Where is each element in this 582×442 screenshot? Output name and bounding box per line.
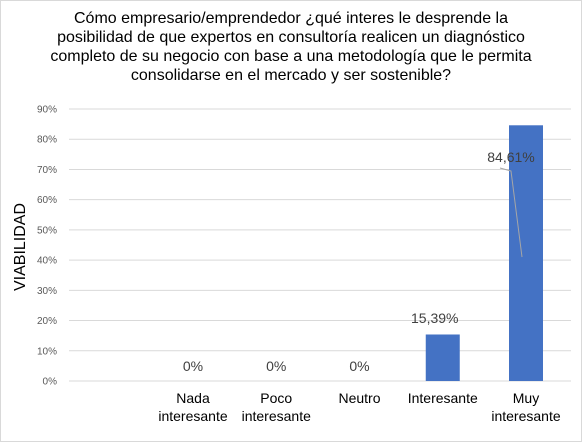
x-axis-categories: Nada interesante Poco interesante Neutro Inte…: [158, 390, 560, 424]
y-tick-label: 20%: [37, 316, 57, 327]
y-tick-label: 60%: [37, 195, 57, 206]
x-category-label: Muy interesante: [491, 390, 560, 424]
y-axis-label: VIABILIDAD: [12, 203, 29, 291]
x-category-label: Nada interesante: [158, 390, 227, 424]
bars: [425, 125, 543, 381]
data-label: 15,39%: [411, 310, 458, 326]
y-tick-label: 70%: [37, 165, 57, 176]
y-tick-label: 10%: [37, 346, 57, 357]
chart-title: Cómo empresario/emprendedor ¿qué interes…: [50, 10, 532, 84]
data-label: 0%: [183, 358, 203, 374]
y-tick-label: 50%: [37, 225, 57, 236]
bar: [509, 125, 543, 381]
data-label: 84,61%: [487, 149, 534, 165]
bar: [425, 334, 460, 381]
leader-line: [499, 167, 523, 258]
x-category-label: Neutro: [338, 390, 380, 406]
y-tick-label: 40%: [37, 256, 57, 267]
data-label: 0%: [349, 358, 369, 374]
data-label: 0%: [266, 358, 286, 374]
x-category-label: Interesante: [408, 390, 478, 406]
gridlines: [69, 108, 571, 382]
y-tick-label: 0%: [43, 377, 58, 388]
y-axis-ticks: 0% 10% 20% 30% 40% 50% 60% 70% 80% 90%: [37, 105, 57, 388]
data-labels: 0% 0% 0% 15,39% 84,61%: [183, 149, 535, 374]
y-tick-label: 30%: [37, 286, 57, 297]
y-tick-label: 90%: [37, 105, 57, 116]
y-tick-label: 80%: [37, 135, 57, 146]
x-category-label: Poco interesante: [242, 390, 311, 424]
